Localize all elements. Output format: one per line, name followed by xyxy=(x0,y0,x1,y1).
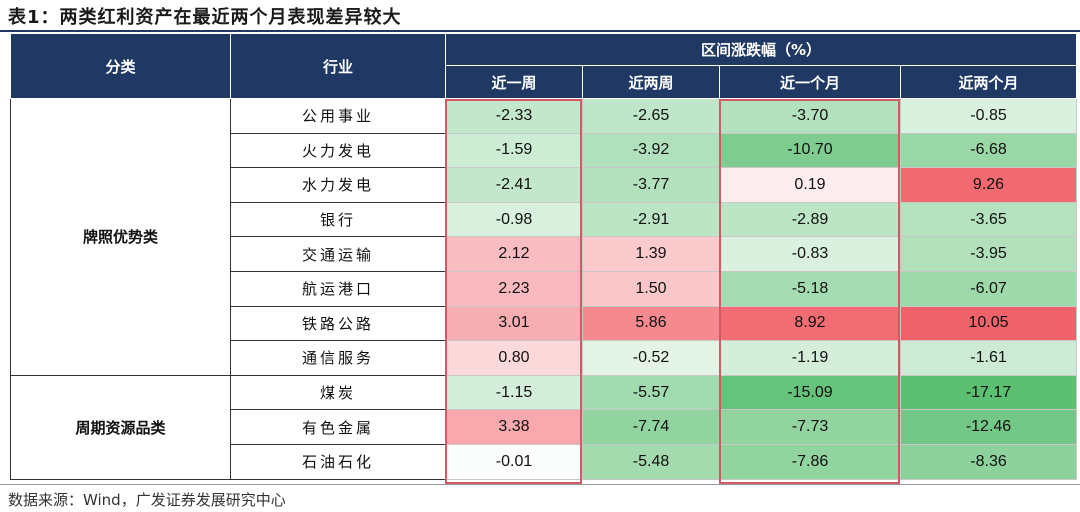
header-industry: 行业 xyxy=(230,33,446,99)
table-title: 表1：两类红利资产在最近两个月表现差异较大 xyxy=(8,7,402,28)
value-cell: 0.19 xyxy=(719,167,901,203)
value-cell: -2.41 xyxy=(445,167,583,203)
value-cell: 5.86 xyxy=(582,305,720,342)
value-cell: -5.57 xyxy=(582,374,720,411)
industry-cell: 航运港口 xyxy=(230,270,446,307)
value-cell: -1.61 xyxy=(900,340,1077,376)
value-cell: -7.73 xyxy=(719,409,901,445)
table-row: 航运港口 2.23 1.50 -5.18 -6.07 xyxy=(11,270,1077,307)
table-row: 铁路公路 3.01 5.86 8.92 10.05 xyxy=(11,305,1077,342)
value-cell: 3.01 xyxy=(445,305,583,342)
value-cell: 1.50 xyxy=(582,270,720,307)
value-cell: -12.46 xyxy=(900,409,1077,445)
header-period-2w: 近两周 xyxy=(582,65,720,99)
value-cell: -3.65 xyxy=(900,201,1077,238)
value-cell: -0.98 xyxy=(445,201,583,238)
industry-cell: 石油石化 xyxy=(230,443,446,480)
value-cell: -8.36 xyxy=(900,443,1077,480)
value-cell: -5.18 xyxy=(719,270,901,307)
table-row: 火力发电 -1.59 -3.92 -10.70 -6.68 xyxy=(11,132,1077,169)
value-cell: -5.48 xyxy=(582,443,720,480)
value-cell: -6.68 xyxy=(900,132,1077,169)
value-cell: -6.07 xyxy=(900,270,1077,307)
value-cell: -2.65 xyxy=(582,98,720,134)
table-row: 有色金属 3.38 -7.74 -7.73 -12.46 xyxy=(11,409,1077,445)
value-cell: -10.70 xyxy=(719,132,901,169)
title-rule xyxy=(0,30,1080,32)
industry-cell: 有色金属 xyxy=(230,409,446,445)
table-row: 通信服务 0.80 -0.52 -1.19 -1.61 xyxy=(11,340,1077,376)
industry-cell: 铁路公路 xyxy=(230,305,446,342)
header-period-2m: 近两个月 xyxy=(900,65,1077,99)
dividend-table: 分类 行业 区间涨跌幅（%） 近一周 近两周 近一个月 近两个月 牌照优势类 公用… xyxy=(10,33,1077,480)
table-row: 交通运输 2.12 1.39 -0.83 -3.95 xyxy=(11,236,1077,272)
value-cell: -7.74 xyxy=(582,409,720,445)
header-range: 区间涨跌幅（%） xyxy=(445,33,1077,66)
value-cell: 0.80 xyxy=(445,340,583,376)
value-cell: -3.70 xyxy=(719,98,901,134)
industry-cell: 银行 xyxy=(230,201,446,238)
value-cell: 8.92 xyxy=(719,305,901,342)
value-cell: -2.33 xyxy=(445,98,583,134)
value-cell: -3.92 xyxy=(582,132,720,169)
industry-cell: 通信服务 xyxy=(230,340,446,376)
category-cell: 周期资源品类 xyxy=(10,374,231,480)
industry-cell: 交通运输 xyxy=(230,236,446,272)
category-cell: 牌照优势类 xyxy=(10,98,231,376)
value-cell: -0.85 xyxy=(900,98,1077,134)
value-cell: -1.59 xyxy=(445,132,583,169)
value-cell: -7.86 xyxy=(719,443,901,480)
value-cell: -0.52 xyxy=(582,340,720,376)
value-cell: -0.01 xyxy=(445,443,583,480)
value-cell: -15.09 xyxy=(719,374,901,411)
source-note: 数据来源：Wind，广发证券发展研究中心 xyxy=(8,491,286,509)
value-cell: -1.19 xyxy=(719,340,901,376)
value-cell: 10.05 xyxy=(900,305,1077,342)
industry-cell: 煤炭 xyxy=(230,374,446,411)
industry-cell: 公用事业 xyxy=(230,98,446,134)
value-cell: 1.39 xyxy=(582,236,720,272)
value-cell: -3.77 xyxy=(582,167,720,203)
value-cell: 2.23 xyxy=(445,270,583,307)
value-cell: 3.38 xyxy=(445,409,583,445)
value-cell: -2.91 xyxy=(582,201,720,238)
value-cell: 2.12 xyxy=(445,236,583,272)
table-row: 石油石化 -0.01 -5.48 -7.86 -8.36 xyxy=(11,443,1077,480)
value-cell: 9.26 xyxy=(900,167,1077,203)
value-cell: -3.95 xyxy=(900,236,1077,272)
table-row: 银行 -0.98 -2.91 -2.89 -3.65 xyxy=(11,201,1077,238)
header-period-1m: 近一个月 xyxy=(719,65,901,99)
value-cell: -0.83 xyxy=(719,236,901,272)
table-row: 牌照优势类 公用事业 -2.33 -2.65 -3.70 -0.85 xyxy=(10,98,1077,376)
table-row: 周期资源品类 煤炭 -1.15 -5.57 -15.09 -17.17 xyxy=(10,374,1077,480)
value-cell: -1.15 xyxy=(445,374,583,411)
header-period-1w: 近一周 xyxy=(445,65,583,99)
industry-cell: 水力发电 xyxy=(230,167,446,203)
table-body: 牌照优势类 公用事业 -2.33 -2.65 -3.70 -0.85 火力发电 -1.59 -3… xyxy=(10,98,1077,480)
value-cell: -17.17 xyxy=(900,374,1077,411)
value-cell: -2.89 xyxy=(719,201,901,238)
table-row: 水力发电 -2.41 -3.77 0.19 9.26 xyxy=(11,167,1077,203)
industry-cell: 火力发电 xyxy=(230,132,446,169)
header-category: 分类 xyxy=(10,33,231,99)
footer-rule xyxy=(0,484,1080,485)
